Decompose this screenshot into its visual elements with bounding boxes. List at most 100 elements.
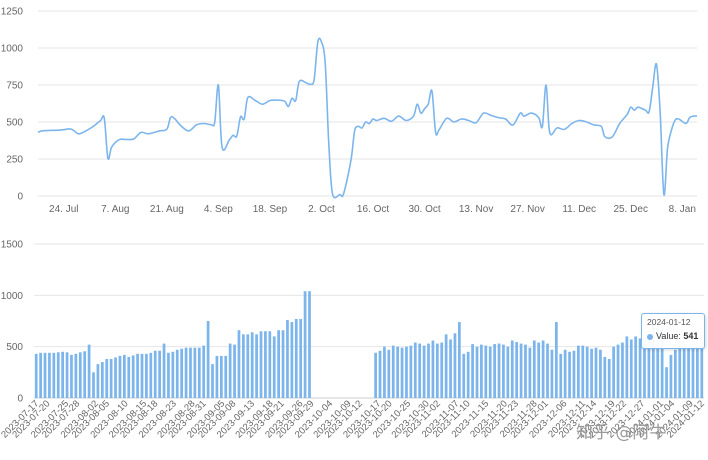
bar[interactable] (92, 372, 95, 398)
bar[interactable] (554, 322, 558, 398)
bar[interactable] (61, 351, 65, 398)
bar[interactable] (550, 349, 554, 398)
bar[interactable] (83, 351, 87, 398)
bar[interactable] (660, 327, 664, 398)
bar[interactable] (444, 334, 448, 398)
bar[interactable] (193, 347, 197, 398)
bar[interactable] (87, 344, 91, 398)
bar[interactable] (52, 352, 56, 398)
bar[interactable] (299, 318, 303, 398)
bar[interactable] (189, 347, 192, 398)
bar[interactable] (211, 364, 214, 398)
bar[interactable] (621, 342, 624, 398)
bar[interactable] (149, 352, 153, 398)
bar[interactable] (669, 354, 673, 398)
bar[interactable] (246, 334, 250, 398)
bar[interactable] (435, 343, 439, 398)
bar[interactable] (502, 344, 505, 398)
bar[interactable] (215, 355, 219, 398)
bar[interactable] (515, 342, 519, 398)
bar[interactable] (559, 353, 563, 398)
bar[interactable] (484, 345, 488, 398)
bar[interactable] (109, 358, 113, 398)
bar[interactable] (585, 346, 589, 398)
bar[interactable] (286, 319, 289, 398)
bar[interactable] (219, 355, 223, 398)
bar[interactable] (497, 343, 501, 398)
bar[interactable] (506, 346, 510, 398)
bar[interactable] (39, 352, 42, 398)
bar[interactable] (696, 345, 699, 398)
bar[interactable] (391, 345, 395, 398)
bar[interactable] (537, 342, 541, 398)
bar[interactable] (629, 339, 633, 398)
bar[interactable] (374, 352, 377, 398)
bar[interactable] (568, 351, 571, 398)
bar[interactable] (136, 353, 139, 398)
bar[interactable] (581, 345, 585, 398)
bar[interactable] (577, 345, 580, 398)
bar[interactable] (422, 345, 426, 398)
bar[interactable] (466, 351, 470, 398)
bar[interactable] (202, 345, 206, 398)
bar[interactable] (224, 355, 228, 398)
bar[interactable] (572, 350, 576, 398)
bar[interactable] (528, 347, 532, 398)
bar[interactable] (184, 347, 188, 398)
bar[interactable] (48, 352, 51, 398)
bar[interactable] (43, 352, 47, 398)
bar[interactable] (413, 342, 417, 398)
bar[interactable] (409, 345, 413, 398)
bar[interactable] (405, 346, 408, 398)
bar[interactable] (96, 364, 100, 398)
bar[interactable] (532, 340, 536, 398)
bar[interactable] (277, 330, 280, 398)
bar[interactable] (250, 332, 254, 398)
bar[interactable] (272, 336, 276, 398)
bar[interactable] (74, 353, 78, 398)
bar[interactable] (175, 349, 179, 398)
bar[interactable] (396, 346, 400, 398)
bar[interactable] (673, 349, 677, 398)
bar[interactable] (607, 358, 611, 398)
bar[interactable] (431, 340, 435, 398)
bar[interactable] (105, 358, 109, 398)
bar[interactable] (691, 346, 695, 398)
bar[interactable] (294, 318, 298, 398)
bar[interactable] (440, 342, 444, 398)
bar[interactable] (471, 344, 474, 398)
bar[interactable] (678, 344, 682, 398)
bar[interactable] (449, 339, 452, 398)
bar[interactable] (603, 356, 607, 398)
bar[interactable] (383, 346, 386, 398)
bar[interactable] (162, 343, 166, 398)
bar[interactable] (493, 344, 496, 398)
bar[interactable] (127, 356, 131, 398)
bar[interactable] (656, 325, 660, 398)
bar[interactable] (638, 338, 642, 398)
bar[interactable] (197, 347, 201, 398)
bar[interactable] (480, 344, 483, 398)
bar[interactable] (167, 352, 170, 398)
bar[interactable] (418, 343, 422, 398)
bar[interactable] (56, 352, 60, 398)
bar[interactable] (123, 354, 126, 398)
bar[interactable] (400, 347, 404, 398)
bar[interactable] (643, 337, 646, 398)
bar[interactable] (100, 362, 104, 398)
bar[interactable] (616, 344, 620, 398)
bar[interactable] (264, 331, 267, 398)
bar[interactable] (687, 348, 690, 398)
bar[interactable] (303, 291, 307, 398)
bar[interactable] (462, 353, 466, 398)
bar[interactable] (255, 334, 258, 398)
bar[interactable] (475, 346, 479, 398)
line-series[interactable] (37, 37, 698, 199)
bar[interactable] (114, 357, 117, 398)
bar[interactable] (519, 343, 523, 398)
bar[interactable] (131, 355, 135, 398)
bar[interactable] (233, 344, 236, 398)
bar[interactable] (158, 350, 161, 398)
bar[interactable] (308, 291, 311, 398)
bar[interactable] (118, 355, 122, 398)
